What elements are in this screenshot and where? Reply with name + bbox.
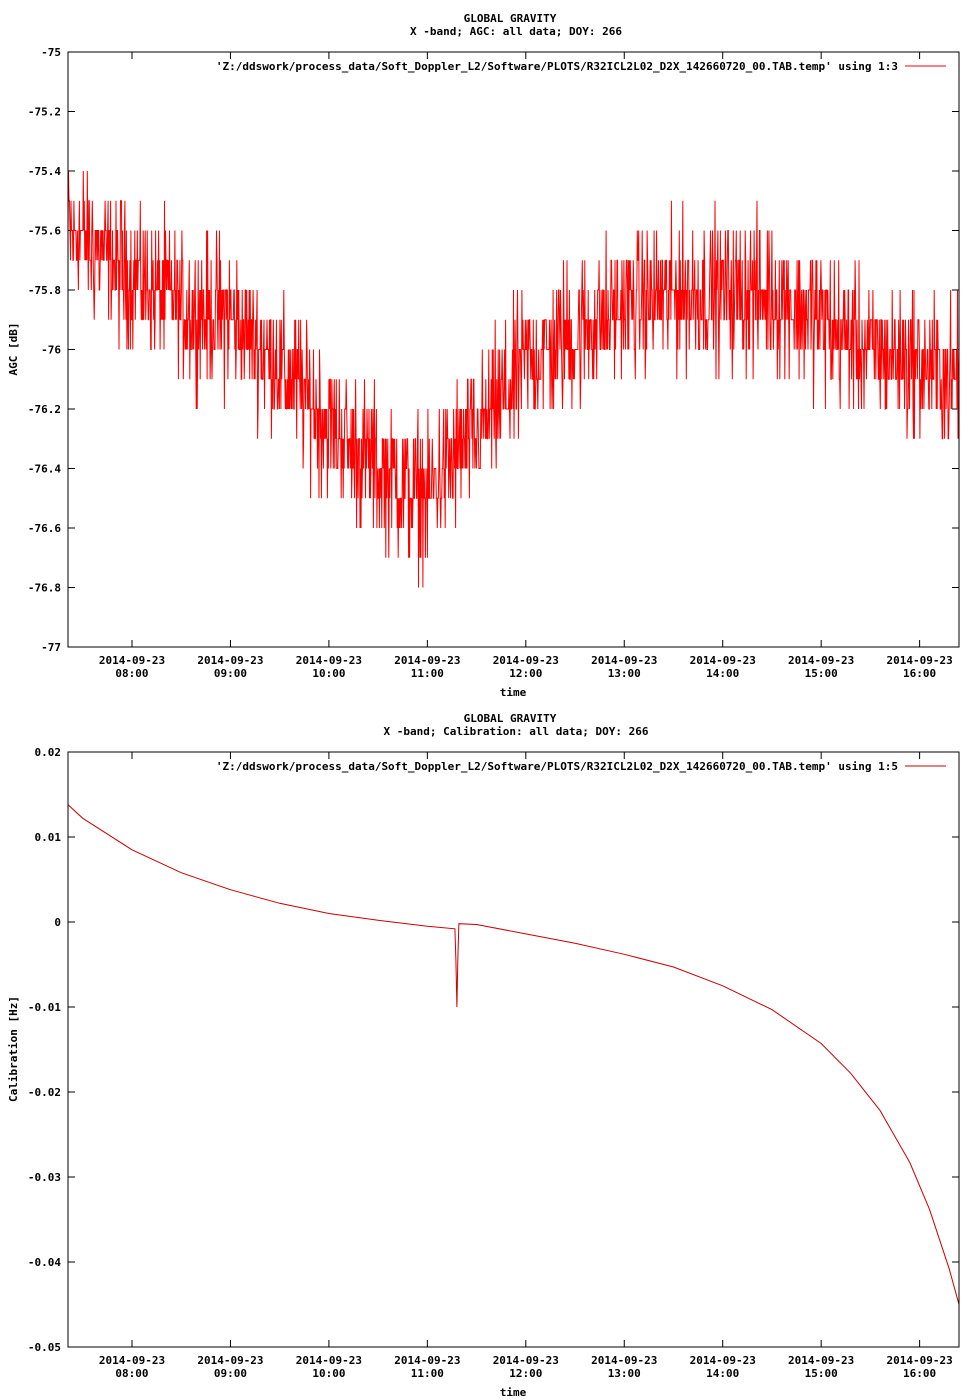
x-tick-time: 09:00 xyxy=(214,667,247,680)
x-tick-time: 11:00 xyxy=(411,1367,444,1380)
series-line xyxy=(67,804,960,1305)
x-tick-time: 14:00 xyxy=(706,1367,739,1380)
x-tick-date: 2014-09-23 xyxy=(197,654,263,667)
y-tick-label: -0.03 xyxy=(28,1171,61,1184)
x-tick-date: 2014-09-23 xyxy=(788,1354,854,1367)
plot-frame xyxy=(67,51,960,648)
y-tick-label: -0.04 xyxy=(28,1256,61,1269)
y-tick-label: -76 xyxy=(41,344,61,357)
y-tick-label: -75.8 xyxy=(28,284,61,297)
x-tick-date: 2014-09-23 xyxy=(788,654,854,667)
x-tick-date: 2014-09-23 xyxy=(197,1354,263,1367)
plot-frame xyxy=(67,751,960,1348)
y-tick-label: -75.6 xyxy=(28,225,61,238)
x-tick-time: 12:00 xyxy=(509,1367,542,1380)
x-tick-date: 2014-09-23 xyxy=(690,1354,756,1367)
x-tick-time: 11:00 xyxy=(411,667,444,680)
x-tick-time: 10:00 xyxy=(312,1367,345,1380)
x-tick-time: 08:00 xyxy=(115,1367,148,1380)
x-tick-time: 13:00 xyxy=(608,667,641,680)
x-tick-time: 10:00 xyxy=(312,667,345,680)
y-tick-label: -76.6 xyxy=(28,522,61,535)
y-tick-label: -76.4 xyxy=(28,463,61,476)
y-tick-label: -75.4 xyxy=(28,165,61,178)
x-tick-time: 15:00 xyxy=(805,1367,838,1380)
x-tick-date: 2014-09-23 xyxy=(394,654,460,667)
x-tick-date: 2014-09-23 xyxy=(296,1354,362,1367)
x-tick-time: 12:00 xyxy=(509,667,542,680)
chart-subtitle: X -band; AGC: all data; DOY: 266 xyxy=(410,25,622,38)
chart-title: GLOBAL GRAVITY xyxy=(464,712,557,725)
x-tick-date: 2014-09-23 xyxy=(394,1354,460,1367)
x-tick-time: 08:00 xyxy=(115,667,148,680)
legend-entry: 'Z:/ddswork/process_data/Soft_Doppler_L2… xyxy=(216,60,898,73)
x-axis-label: time xyxy=(500,686,527,699)
calibration-chart: GLOBAL GRAVITY X -band; Calibration: all… xyxy=(7,712,960,1399)
y-tick-label: -76.2 xyxy=(28,403,61,416)
x-tick-date: 2014-09-23 xyxy=(296,654,362,667)
chart-subtitle: X -band; Calibration: all data; DOY: 266 xyxy=(384,725,649,738)
y-tick-label: -0.01 xyxy=(28,1001,61,1014)
x-tick-date: 2014-09-23 xyxy=(591,1354,657,1367)
x-tick-time: 16:00 xyxy=(903,1367,936,1380)
x-tick-time: 14:00 xyxy=(706,667,739,680)
x-tick-date: 2014-09-23 xyxy=(887,654,953,667)
legend-entry: 'Z:/ddswork/process_data/Soft_Doppler_L2… xyxy=(216,760,898,773)
y-axis-label: Calibration [Hz] xyxy=(7,996,20,1102)
x-tick-time: 16:00 xyxy=(903,667,936,680)
x-tick-time: 09:00 xyxy=(214,1367,247,1380)
y-tick-label: -75 xyxy=(41,46,61,59)
x-tick-date: 2014-09-23 xyxy=(690,654,756,667)
y-tick-label: 0.02 xyxy=(35,746,62,759)
chart-title: GLOBAL GRAVITY xyxy=(464,12,557,25)
y-tick-label: 0.01 xyxy=(35,831,62,844)
y-tick-label: -76.8 xyxy=(28,582,61,595)
x-tick-date: 2014-09-23 xyxy=(591,654,657,667)
x-axis-label: time xyxy=(500,1386,527,1399)
y-tick-label: -77 xyxy=(41,641,61,654)
x-tick-date: 2014-09-23 xyxy=(99,654,165,667)
x-tick-date: 2014-09-23 xyxy=(887,1354,953,1367)
x-tick-date: 2014-09-23 xyxy=(493,1354,559,1367)
y-tick-label: -0.02 xyxy=(28,1086,61,1099)
x-tick-time: 13:00 xyxy=(608,1367,641,1380)
series-line xyxy=(67,170,960,588)
y-tick-label: -75.2 xyxy=(28,106,61,119)
x-tick-date: 2014-09-23 xyxy=(99,1354,165,1367)
x-tick-date: 2014-09-23 xyxy=(493,654,559,667)
agc-chart: GLOBAL GRAVITY X -band; AGC: all data; D… xyxy=(7,12,960,699)
x-tick-time: 15:00 xyxy=(805,667,838,680)
y-tick-label: 0 xyxy=(54,916,61,929)
y-tick-label: -0.05 xyxy=(28,1341,61,1354)
y-axis-label: AGC [dB] xyxy=(7,323,20,376)
